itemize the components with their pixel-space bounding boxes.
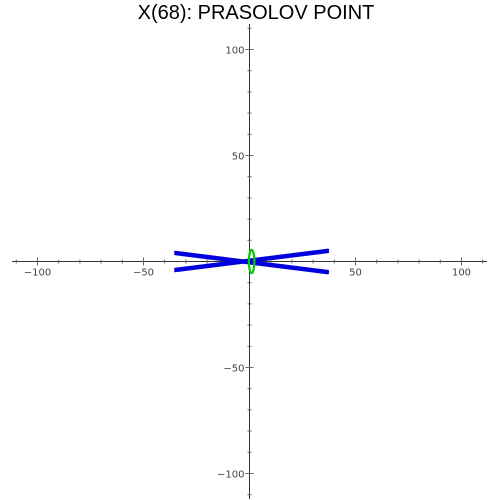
locus-ellipse <box>247 248 256 275</box>
x-tick-label: −100 <box>24 268 51 279</box>
x-tick-label: −50 <box>133 268 154 279</box>
series-line <box>174 250 330 273</box>
y-tick-label: −100 <box>217 470 244 481</box>
y-tick-label: 50 <box>232 152 245 163</box>
data-marks <box>174 248 330 275</box>
x-tick-label: 100 <box>452 268 471 279</box>
series-line <box>174 252 330 275</box>
chart-title: X(68): PRASOLOV POINT <box>138 2 375 24</box>
series-line <box>174 248 330 271</box>
y-tick-label: 100 <box>225 46 244 57</box>
y-tick-label: −50 <box>223 364 244 375</box>
x-tick-label: 50 <box>349 268 362 279</box>
